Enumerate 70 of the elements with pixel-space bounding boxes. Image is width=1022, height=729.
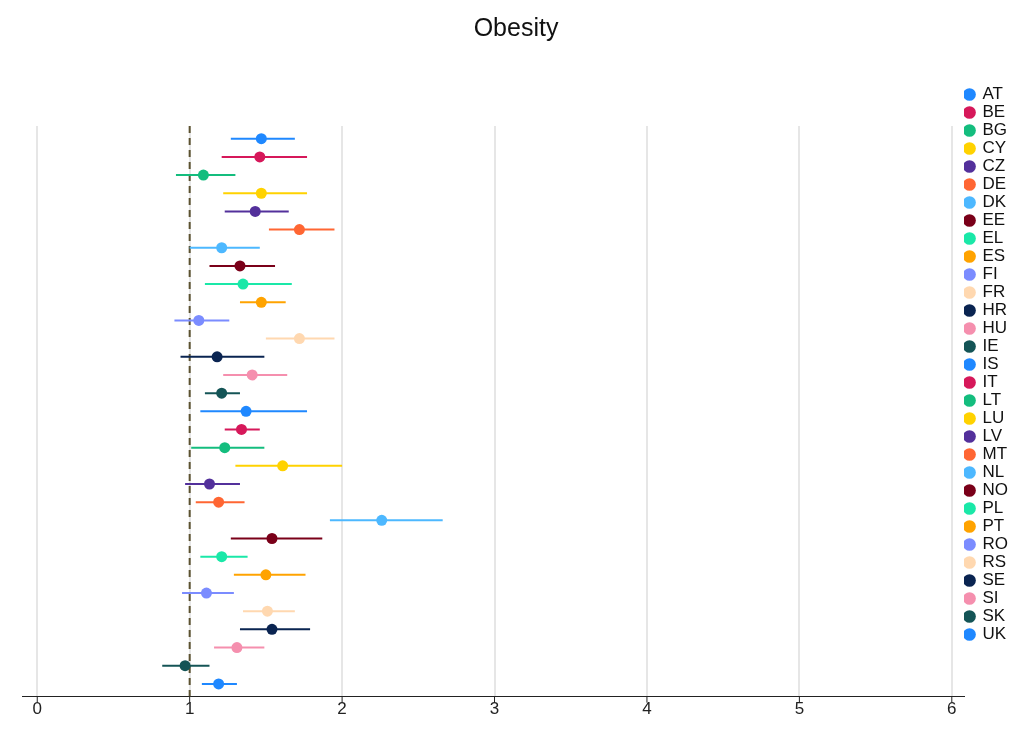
legend-label: BG [982, 120, 1008, 140]
point [231, 642, 243, 654]
legend-label: UK [982, 624, 1007, 644]
legend-label: IE [982, 336, 999, 356]
point [193, 314, 205, 326]
legend-label: AT [982, 84, 1003, 104]
legend-label: SI [982, 588, 999, 608]
legend-label: MT [982, 444, 1008, 464]
legend-label: NO [982, 480, 1008, 500]
point [216, 242, 228, 254]
legend-label: IS [982, 354, 999, 374]
legend-label: LV [982, 426, 1003, 446]
legend-label: DK [982, 192, 1007, 212]
point [246, 369, 258, 381]
x-tick-label: 6 [947, 699, 957, 719]
point [236, 423, 247, 435]
point [266, 533, 278, 544]
point [213, 496, 225, 508]
point [266, 623, 278, 635]
point [255, 133, 267, 145]
point [255, 187, 267, 199]
legend-label: SK [982, 606, 1006, 626]
point [237, 278, 249, 290]
legend-label: EL [982, 228, 1004, 248]
point [249, 205, 261, 217]
x-tick-label: 5 [794, 699, 805, 719]
point [376, 514, 388, 526]
point [219, 442, 231, 454]
legend-label: RO [982, 534, 1008, 554]
x-tick-label: 1 [184, 699, 195, 719]
chart-title: Obesity [473, 12, 559, 41]
point [211, 351, 223, 363]
legend-label: RS [982, 552, 1007, 572]
legend-label: EE [982, 210, 1006, 230]
legend-label: CY [982, 138, 1007, 158]
legend-label: ES [982, 246, 1006, 266]
legend-label: LT [982, 390, 1002, 410]
x-tick-label: 3 [489, 699, 500, 719]
point [203, 478, 215, 490]
x-tick-label: 4 [642, 699, 652, 719]
legend-label: BE [982, 102, 1006, 122]
legend-label: FR [982, 282, 1006, 302]
point [216, 387, 228, 399]
point [260, 569, 272, 581]
point [200, 587, 212, 599]
legend-label: NL [982, 462, 1005, 482]
point [293, 224, 305, 236]
point [234, 260, 246, 272]
legend-label: PL [982, 498, 1004, 518]
point [197, 169, 209, 181]
x-tick-label: 0 [32, 699, 42, 719]
point [179, 660, 191, 672]
point [216, 551, 228, 563]
legend-label: HU [982, 318, 1008, 338]
legend-label: IT [982, 372, 998, 392]
point [277, 460, 289, 472]
legend-label: LU [982, 408, 1005, 428]
x-tick-label: 2 [337, 699, 347, 719]
legend-label: DE [982, 174, 1007, 194]
legend-label: PT [982, 516, 1005, 536]
point [293, 333, 305, 345]
point [255, 296, 267, 308]
legend-label: HR [982, 300, 1008, 320]
point [254, 151, 266, 163]
point [240, 405, 252, 417]
legend-label: CZ [982, 156, 1006, 176]
point [213, 678, 225, 690]
legend-label: SE [982, 570, 1006, 590]
legend-label: FI [982, 264, 998, 284]
point [261, 605, 273, 617]
